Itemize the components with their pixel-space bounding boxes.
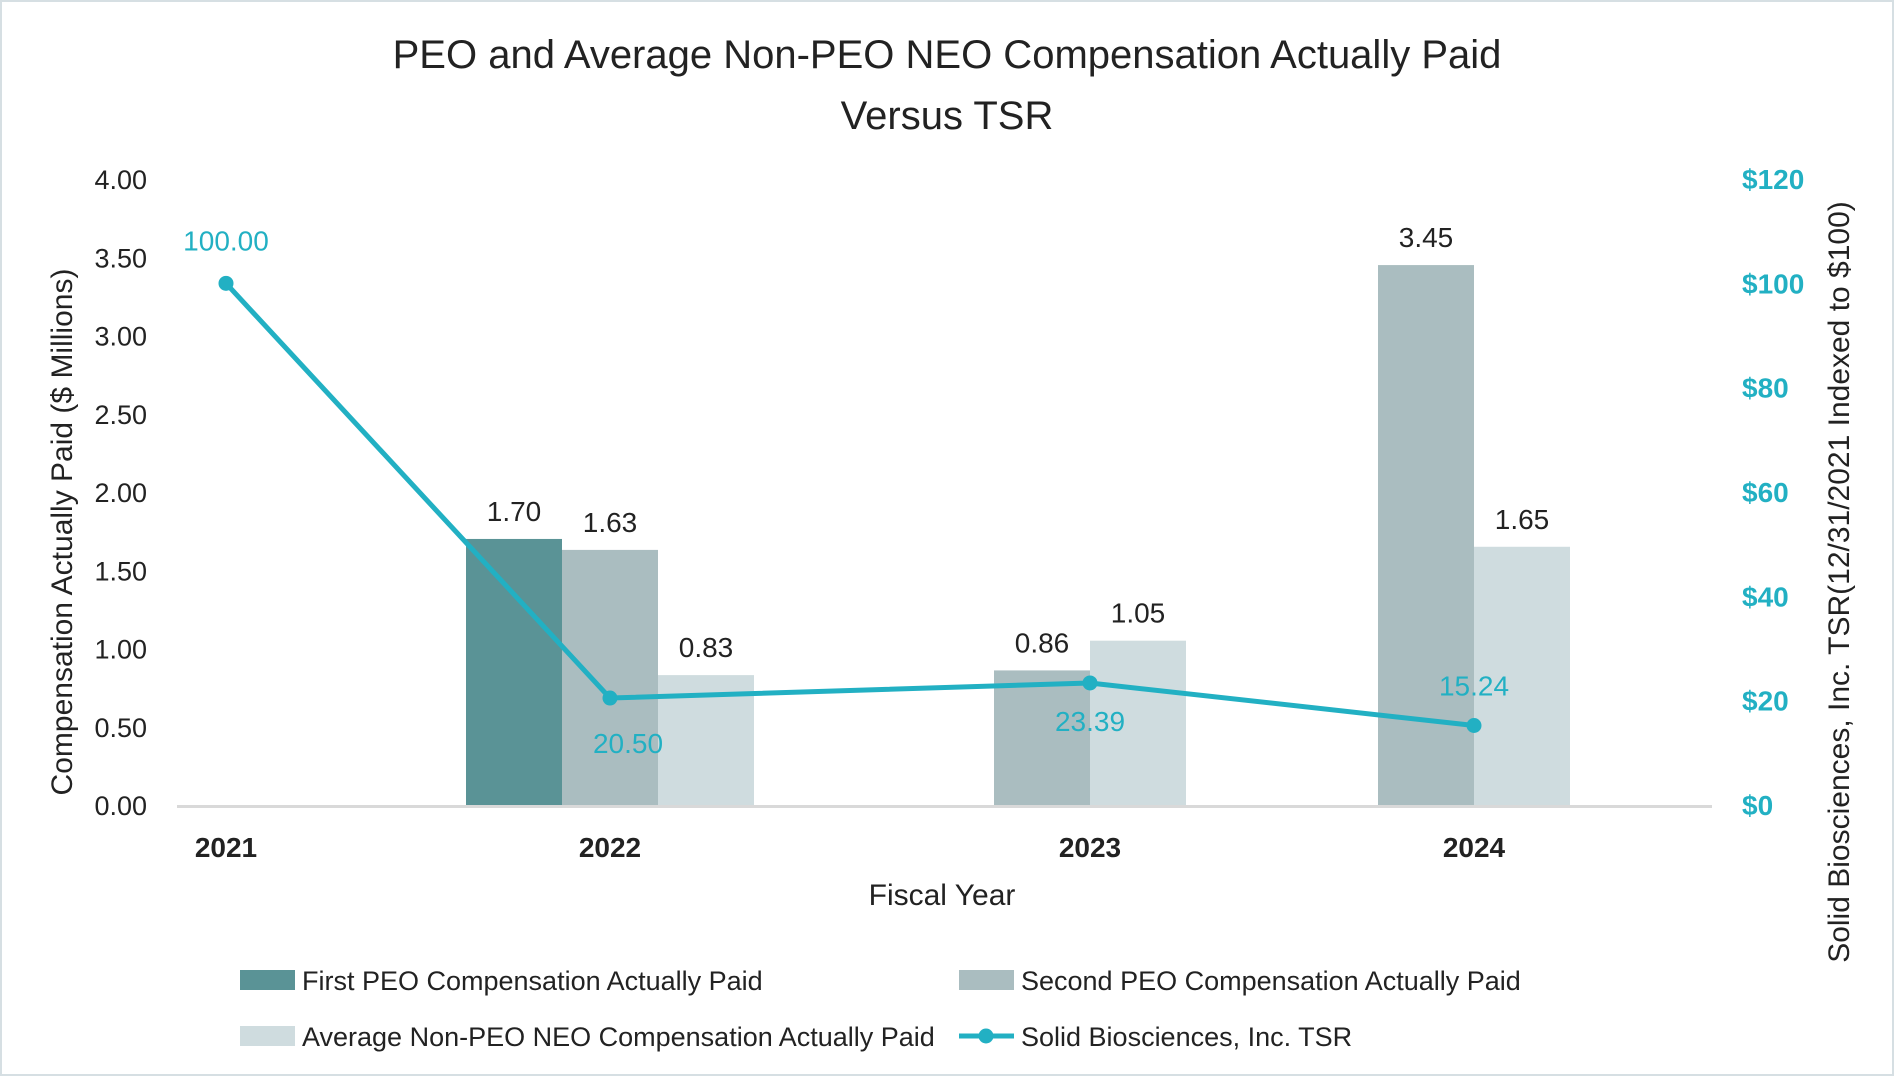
legend-label: Average Non-PEO NEO Compensation Actuall…: [302, 1022, 935, 1052]
x-tick-label: 2022: [579, 832, 641, 863]
legend-swatch: [240, 970, 295, 990]
x-tick-label: 2024: [1443, 832, 1506, 863]
y2-tick-label: $60: [1742, 477, 1789, 508]
bar-data-label: 0.83: [679, 632, 734, 663]
y-tick-label: 3.00: [94, 322, 147, 352]
y-tick-label: 2.00: [94, 478, 147, 508]
y-axis-left: 0.00 0.50 1.00 1.50 2.00 2.50 3.00 3.50 4.00: [94, 165, 147, 821]
y-tick-label: 3.50: [94, 243, 147, 273]
legend-label: Second PEO Compensation Actually Paid: [1021, 966, 1521, 996]
x-axis-label: Fiscal Year: [869, 879, 1016, 912]
y2-tick-label: $40: [1742, 581, 1789, 612]
x-tick-label: 2021: [195, 832, 257, 863]
bar: [1090, 640, 1186, 805]
y2-tick-label: $120: [1742, 164, 1804, 195]
y-tick-label: 1.50: [94, 556, 147, 586]
tsr-point: [1082, 675, 1098, 691]
x-tick-label: 2023: [1059, 832, 1121, 863]
tsr-data-label: 100.00: [183, 225, 269, 256]
y-axis-right: $0 $20 $40 $60 $80 $100 $120: [1742, 164, 1804, 821]
bar: [994, 670, 1090, 805]
y2-axis-label: Solid Biosciences, Inc. TSR(12/31/2021 I…: [1823, 201, 1856, 963]
legend-swatch: [959, 970, 1014, 990]
y2-tick-label: $100: [1742, 268, 1804, 299]
y-tick-label: 0.50: [94, 713, 147, 743]
legend-label: First PEO Compensation Actually Paid: [302, 966, 763, 996]
bar-data-label: 1.63: [583, 507, 638, 538]
tsr-data-label: 23.39: [1055, 706, 1125, 737]
bar-data-label: 3.45: [1399, 222, 1454, 253]
bar-data-label: 1.05: [1111, 598, 1166, 629]
y2-tick-label: $80: [1742, 373, 1789, 404]
tsr-point: [218, 275, 234, 291]
chart-title-line1: PEO and Average Non-PEO NEO Compensation…: [393, 33, 1502, 77]
y-tick-label: 1.00: [94, 635, 147, 665]
legend-label: Solid Biosciences, Inc. TSR: [1021, 1022, 1352, 1052]
y-tick-label: 4.00: [94, 165, 147, 195]
legend-swatch-marker: [978, 1028, 994, 1044]
tsr-line: [224, 281, 1475, 728]
y-tick-label: 2.50: [94, 400, 147, 430]
tsr-data-label: 15.24: [1439, 670, 1509, 701]
bar: [562, 549, 658, 805]
bar: [1474, 546, 1570, 805]
chart-title-line2: Versus TSR: [841, 94, 1054, 138]
bar-data-label: 1.70: [487, 496, 542, 527]
bar-group: 1.70 1.63 0.83 0.86 1.05 3.45 1.65: [466, 222, 1570, 805]
tsr-data-label: 20.50: [593, 728, 663, 759]
legend-swatch: [240, 1026, 295, 1046]
x-axis-categories: 2021 2022 2023 2024: [195, 832, 1506, 863]
legend: First PEO Compensation Actually Paid Seco…: [240, 966, 1521, 1052]
tsr-line-group: 100.00 20.50 23.39 15.24: [183, 225, 1509, 759]
y-axis-label: Compensation Actually Paid ($ Millions): [46, 269, 79, 796]
tsr-point: [602, 690, 618, 706]
bar: [466, 538, 562, 805]
y2-tick-label: $0: [1742, 790, 1773, 821]
y-tick-label: 0.00: [94, 791, 147, 821]
tsr-point: [1466, 717, 1482, 733]
y2-tick-label: $20: [1742, 686, 1789, 717]
bar-data-label: 0.86: [1015, 627, 1070, 658]
bar-data-label: 1.65: [1495, 504, 1550, 535]
